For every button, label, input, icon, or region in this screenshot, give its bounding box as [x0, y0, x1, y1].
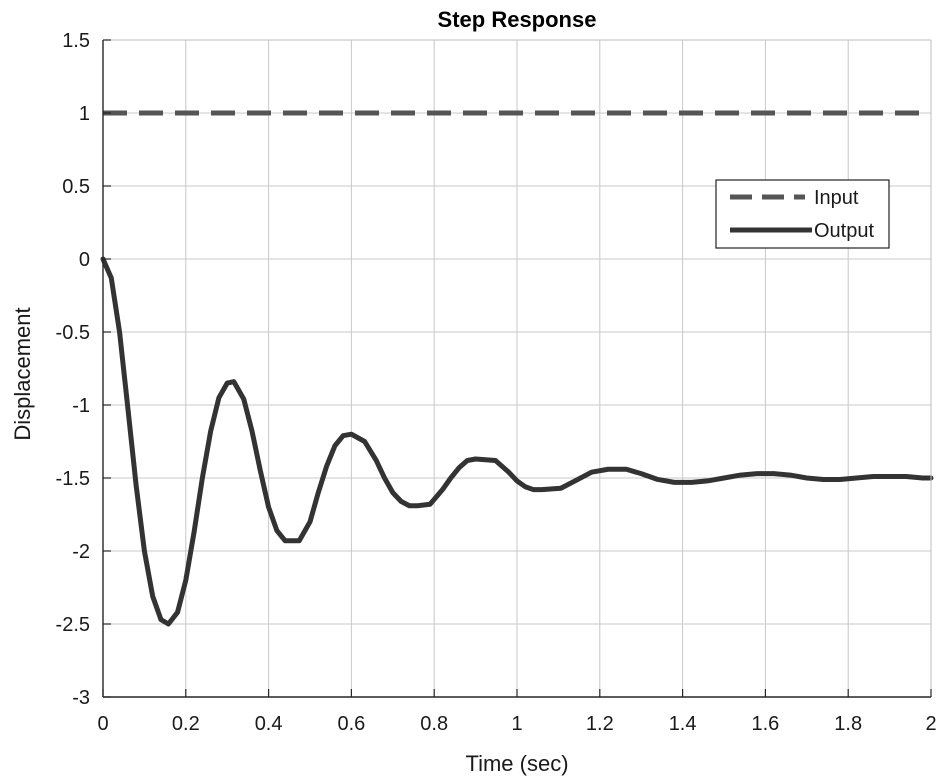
x-tick-label: 1 — [511, 713, 522, 735]
legend-box — [715, 179, 890, 249]
y-tick-label: 1.5 — [62, 30, 90, 52]
x-tick-label: 1.2 — [586, 713, 614, 735]
plot-series — [100, 110, 934, 627]
x-tick-label: 0.4 — [255, 713, 283, 735]
x-tick-label: 0.2 — [172, 713, 200, 735]
y-tick-label: -3 — [72, 687, 90, 709]
series-line-output — [100, 256, 934, 627]
chart-title: Step Response — [438, 7, 597, 32]
x-tick-label: 2 — [925, 713, 936, 735]
x-tick-label: 0.8 — [420, 713, 448, 735]
axes — [102, 39, 932, 698]
y-tick-label: -0.5 — [56, 322, 90, 344]
y-tick-label: -2.5 — [56, 614, 90, 636]
x-tick-label: 0 — [97, 713, 108, 735]
y-tick-label: 0 — [79, 249, 90, 271]
y-tick-label: -1 — [72, 395, 90, 417]
y-tick-label: -1.5 — [56, 468, 90, 490]
y-tick-label: 0.5 — [62, 176, 90, 198]
legend-label-input: Input — [814, 187, 859, 209]
x-tick-label: 1.6 — [751, 713, 779, 735]
x-axis-label: Time (sec) — [465, 751, 568, 776]
tick-labels: 0 0.2 0.4 0.6 0.8 1 1.2 1.4 1.6 1.8 2 -3 -2.5 -2 -1.5 -… — [56, 30, 937, 735]
y-axis-label: Displacement — [10, 307, 35, 440]
y-tick-label: 1 — [79, 103, 90, 125]
legend: Input Output — [715, 179, 890, 249]
y-tick-label: -2 — [72, 541, 90, 563]
x-tick-label: 0.6 — [337, 713, 365, 735]
x-tick-label: 1.8 — [834, 713, 862, 735]
grid-lines — [103, 40, 931, 697]
legend-label-output: Output — [814, 220, 874, 242]
x-tick-label: 1.4 — [669, 713, 697, 735]
